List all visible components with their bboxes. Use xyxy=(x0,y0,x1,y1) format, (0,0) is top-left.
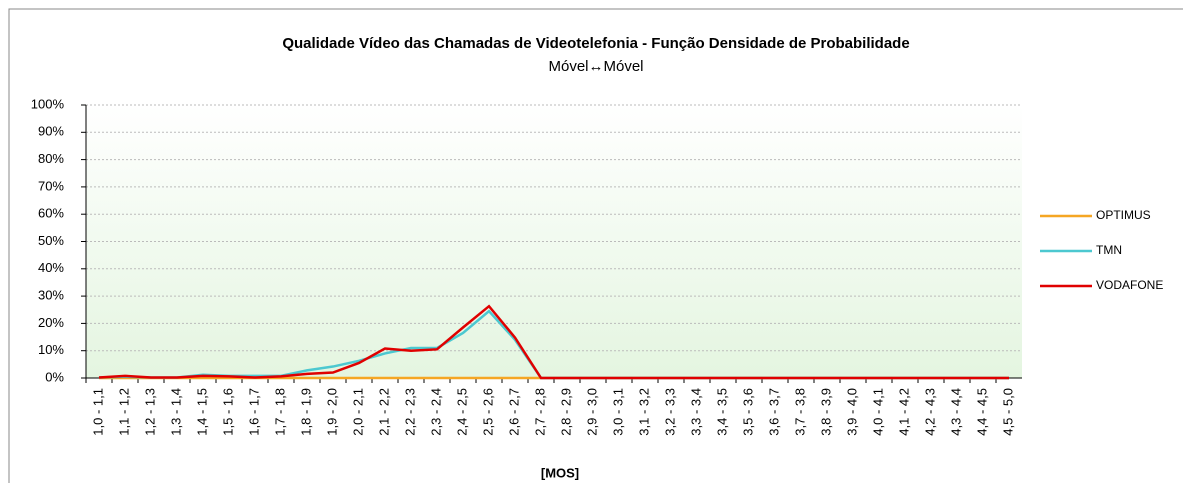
x-tick-label: 2,7 - 2,8 xyxy=(532,388,547,436)
legend-label: OPTIMUS xyxy=(1096,208,1151,222)
x-tick-label: 1,2 - 1,3 xyxy=(142,388,157,436)
y-tick-label: 20% xyxy=(38,315,64,330)
x-tick-label: 3,9 - 4,0 xyxy=(844,388,859,436)
x-tick-label: 2,8 - 2,9 xyxy=(558,388,573,436)
x-tick-label: 1,1 - 1,2 xyxy=(116,388,131,436)
x-tick-label: 4,3 - 4,4 xyxy=(948,388,963,436)
y-tick-label: 100% xyxy=(31,96,65,111)
x-tick-label: 1,4 - 1,5 xyxy=(194,388,209,436)
chart-subtitle: Móvel↔Móvel xyxy=(548,58,643,75)
legend-label: TMN xyxy=(1096,243,1122,257)
x-tick-label: 2,1 - 2,2 xyxy=(376,388,391,436)
y-tick-label: 40% xyxy=(38,260,64,275)
y-tick-label: 10% xyxy=(38,342,64,357)
x-tick-label: 2,9 - 3,0 xyxy=(584,388,599,436)
x-tick-label: 3,4 - 3,5 xyxy=(714,388,729,436)
x-axis-label: [MOS] xyxy=(541,465,579,480)
x-tick-label: 4,1 - 4,2 xyxy=(896,388,911,436)
y-tick-label: 30% xyxy=(38,288,64,303)
x-tick-label: 1,8 - 1,9 xyxy=(298,388,313,436)
x-tick-label: 2,2 - 2,3 xyxy=(402,388,417,436)
x-tick-label: 1,3 - 1,4 xyxy=(168,388,183,436)
y-tick-label: 70% xyxy=(38,178,64,193)
x-tick-label: 1,0 - 1,1 xyxy=(90,388,105,436)
x-tick-label: 2,3 - 2,4 xyxy=(428,388,443,436)
x-tick-label: 3,5 - 3,6 xyxy=(740,388,755,436)
x-tick-label: 3,6 - 3,7 xyxy=(766,388,781,436)
y-tick-label: 90% xyxy=(38,124,64,139)
x-tick-label: 1,6 - 1,7 xyxy=(246,388,261,436)
x-tick-label: 1,5 - 1,6 xyxy=(220,388,235,436)
x-tick-label: 2,6 - 2,7 xyxy=(506,388,521,436)
x-tick-label: 4,2 - 4,3 xyxy=(922,388,937,436)
chart-title: Qualidade Vídeo das Chamadas de Videotel… xyxy=(282,35,909,52)
x-tick-label: 3,2 - 3,3 xyxy=(662,388,677,436)
x-tick-label: 3,0 - 3,1 xyxy=(610,388,625,436)
y-tick-label: 0% xyxy=(45,369,64,384)
x-tick-label: 1,7 - 1,8 xyxy=(272,388,287,436)
y-tick-label: 80% xyxy=(38,151,64,166)
y-tick-label: 60% xyxy=(38,206,64,221)
line xyxy=(98,304,1009,380)
legend-label: VODAFONE xyxy=(1096,278,1163,292)
x-tick-label: 3,3 - 3,4 xyxy=(688,388,703,436)
x-tick-label: 2,5 - 2,6 xyxy=(480,388,495,436)
x-tick-label: 4,5 - 5,0 xyxy=(1000,388,1015,436)
x-tick-label: 2,0 - 2,1 xyxy=(350,388,365,436)
x-tick-label: 4,4 - 4,5 xyxy=(974,388,989,436)
x-tick-label: 4,0 - 4,1 xyxy=(870,388,885,436)
x-tick-label: 3,7 - 3,8 xyxy=(792,388,807,436)
x-tick-label: 1,9 - 2,0 xyxy=(324,388,339,436)
x-tick-label: 3,8 - 3,9 xyxy=(818,388,833,436)
x-tick-label: 2,4 - 2,5 xyxy=(454,388,469,436)
y-tick-label: 50% xyxy=(38,233,64,248)
x-tick-label: 3,1 - 3,2 xyxy=(636,388,651,436)
